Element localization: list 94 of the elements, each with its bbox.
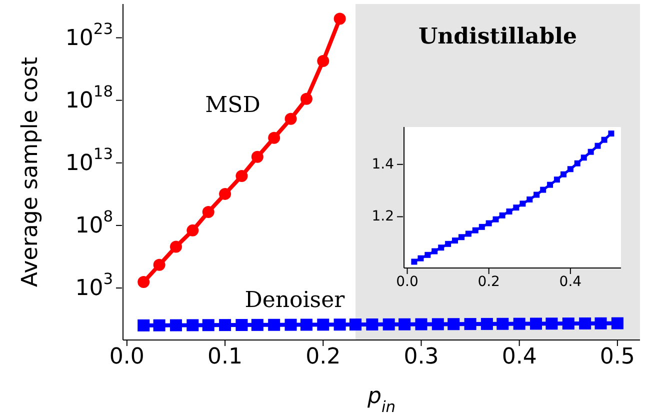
point bbox=[554, 176, 560, 183]
x-tick-label: 0.2 bbox=[306, 344, 341, 370]
point bbox=[580, 154, 587, 161]
point bbox=[202, 206, 214, 218]
point bbox=[317, 318, 330, 331]
point bbox=[540, 186, 546, 193]
x-axis-title: p$_{in}$ bbox=[366, 384, 396, 415]
point bbox=[520, 200, 526, 207]
x-tick-label: 0.4 bbox=[502, 344, 537, 370]
point bbox=[445, 240, 452, 247]
point bbox=[546, 318, 558, 330]
point bbox=[411, 258, 418, 265]
point bbox=[138, 319, 150, 332]
point bbox=[506, 208, 512, 214]
point bbox=[432, 318, 444, 330]
series-label: Denoiser bbox=[244, 288, 346, 313]
point bbox=[334, 12, 346, 25]
point bbox=[300, 318, 312, 331]
point bbox=[268, 132, 280, 144]
point bbox=[415, 318, 428, 330]
x-tick-label: 0.5 bbox=[600, 344, 635, 370]
point bbox=[465, 230, 472, 237]
point bbox=[594, 317, 607, 330]
x-tick-label: 0.0 bbox=[109, 344, 144, 370]
series-label: MSD bbox=[205, 92, 260, 118]
point bbox=[601, 136, 608, 143]
point bbox=[464, 318, 476, 330]
point bbox=[170, 319, 182, 332]
point bbox=[547, 182, 554, 188]
x-tick-label: 0.3 bbox=[404, 344, 439, 370]
point bbox=[611, 317, 624, 330]
point bbox=[513, 318, 526, 330]
y-tick-label: 10$^{8}$ bbox=[75, 207, 113, 238]
point bbox=[186, 224, 199, 236]
point bbox=[366, 318, 378, 330]
point bbox=[499, 212, 506, 218]
x-tick-label: 0.2 bbox=[478, 274, 500, 290]
point bbox=[588, 148, 594, 155]
point bbox=[438, 244, 444, 251]
y-tick-label: 1.2 bbox=[372, 208, 394, 225]
point bbox=[350, 318, 362, 331]
point bbox=[480, 318, 493, 330]
point bbox=[284, 318, 297, 331]
point bbox=[567, 166, 574, 172]
point bbox=[153, 319, 166, 332]
point bbox=[398, 318, 411, 330]
y-tick-label: 10$^{13}$ bbox=[65, 144, 113, 176]
band-label: Undistillable bbox=[418, 24, 578, 50]
point bbox=[268, 318, 280, 331]
point bbox=[594, 142, 601, 149]
point bbox=[251, 318, 264, 331]
point bbox=[513, 204, 520, 211]
point bbox=[579, 317, 592, 330]
x-tick-label: 0.4 bbox=[559, 274, 582, 290]
point bbox=[452, 238, 458, 244]
point bbox=[560, 171, 566, 178]
point bbox=[186, 319, 199, 332]
point bbox=[424, 252, 431, 258]
point bbox=[202, 319, 214, 332]
point bbox=[219, 319, 232, 332]
point bbox=[334, 318, 346, 331]
point bbox=[496, 318, 509, 330]
point bbox=[300, 92, 312, 105]
y-tick-label: 10$^{3}$ bbox=[75, 270, 113, 301]
point bbox=[478, 224, 485, 230]
point bbox=[251, 150, 264, 163]
point bbox=[534, 192, 540, 198]
point bbox=[472, 227, 478, 234]
y-tick-label: 10$^{18}$ bbox=[65, 82, 113, 113]
point bbox=[608, 130, 614, 137]
point bbox=[486, 220, 492, 226]
point bbox=[284, 112, 297, 125]
point bbox=[382, 318, 395, 330]
point bbox=[492, 216, 499, 222]
y-tick-label: 1.4 bbox=[372, 156, 394, 172]
point bbox=[153, 258, 166, 271]
point bbox=[170, 240, 182, 253]
point bbox=[432, 248, 438, 254]
point bbox=[236, 318, 248, 331]
point bbox=[530, 318, 542, 330]
point bbox=[448, 318, 460, 330]
point bbox=[458, 234, 465, 240]
point bbox=[236, 170, 248, 182]
point bbox=[562, 318, 574, 330]
y-axis-title: Average sample cost bbox=[18, 56, 43, 287]
y-tick-label: 10$^{23}$ bbox=[65, 20, 113, 50]
point bbox=[418, 255, 424, 262]
point bbox=[574, 160, 580, 166]
point bbox=[138, 276, 150, 288]
x-tick-label: 0.1 bbox=[208, 344, 243, 370]
point bbox=[219, 188, 232, 200]
x-tick-label: 0.0 bbox=[396, 274, 418, 290]
point bbox=[317, 54, 330, 67]
point bbox=[526, 196, 533, 202]
